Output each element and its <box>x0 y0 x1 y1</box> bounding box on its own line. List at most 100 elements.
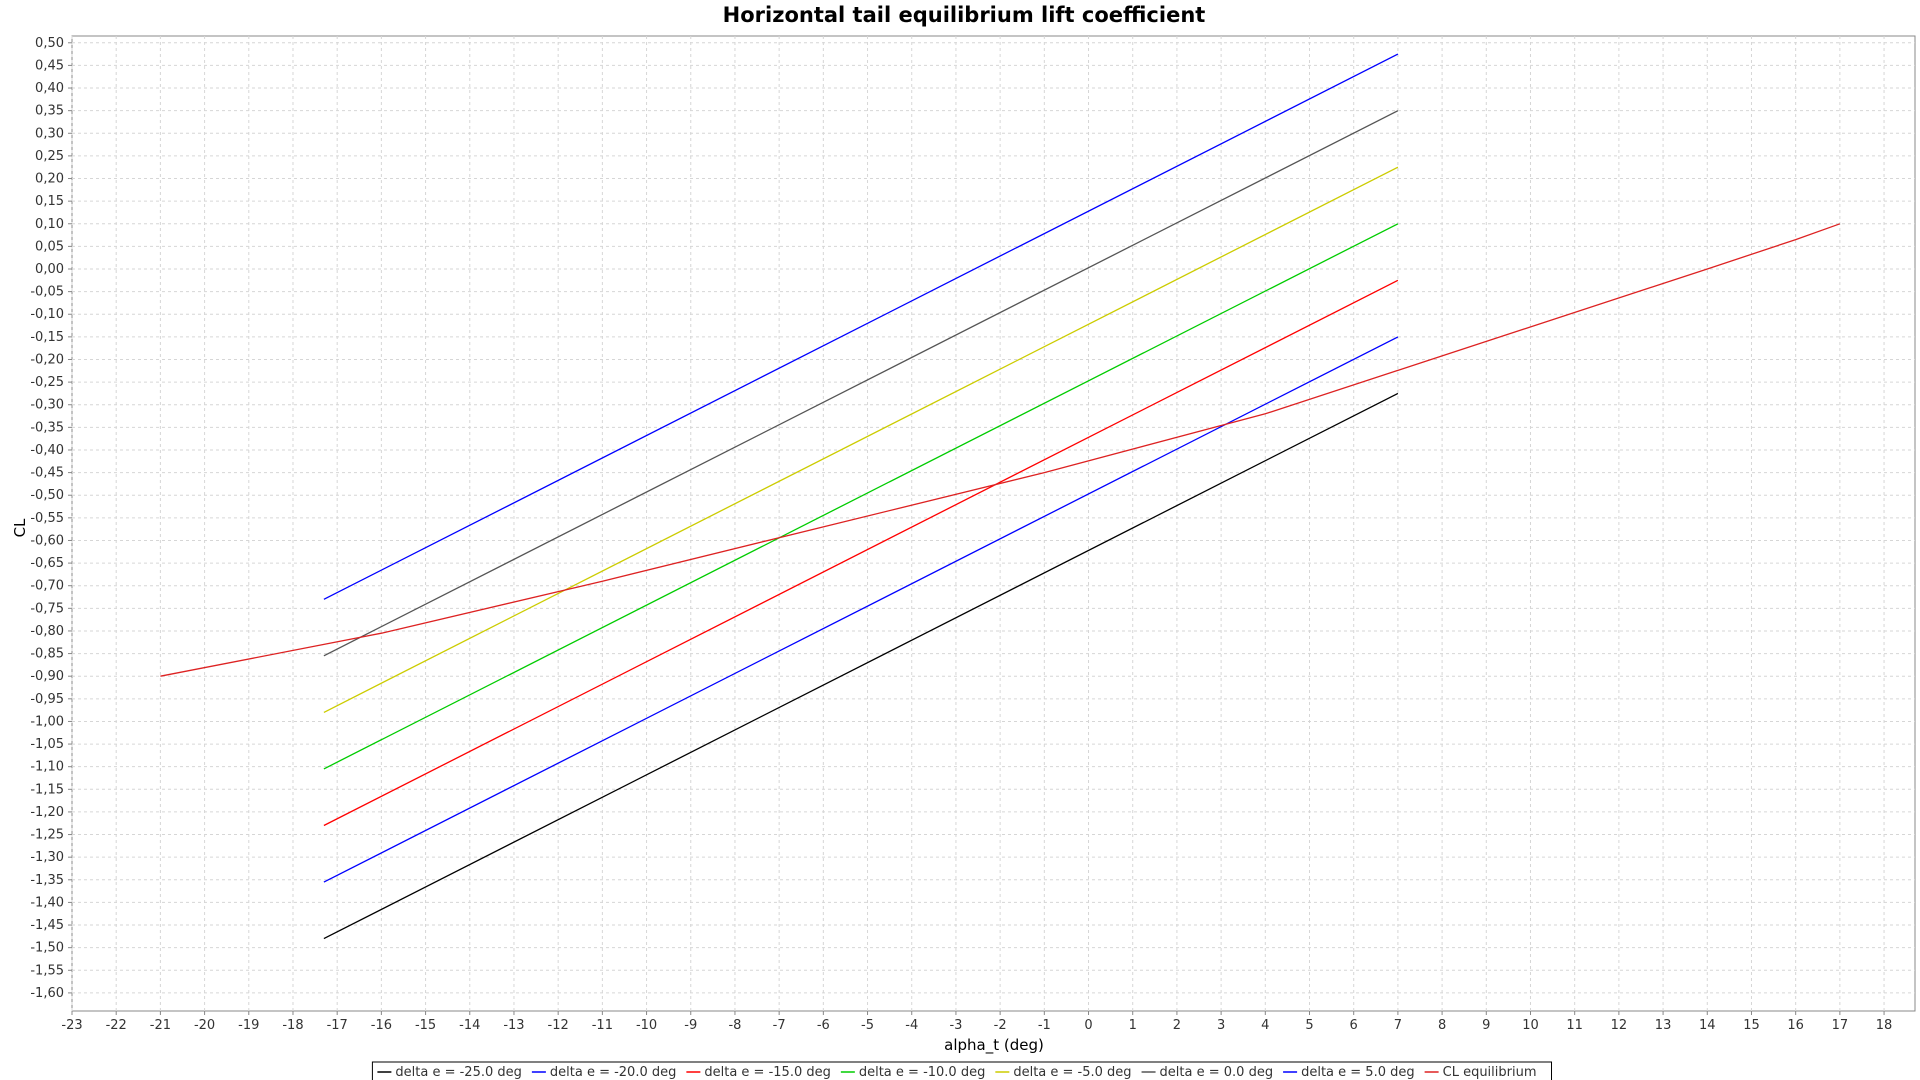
legend-label: delta e = 5.0 deg <box>1301 1065 1415 1080</box>
x-tick-label: -13 <box>503 1018 524 1033</box>
legend-box <box>371 1061 1553 1080</box>
x-tick-label: 12 <box>1611 1018 1628 1033</box>
x-tick-label: -8 <box>728 1018 741 1033</box>
y-tick-label: 0,20 <box>35 172 64 187</box>
legend-label: delta e = -5.0 deg <box>1013 1065 1131 1080</box>
y-tick-label: -0,40 <box>30 443 64 458</box>
x-tick-label: 9 <box>1482 1018 1490 1033</box>
legend-label: delta e = -20.0 deg <box>550 1065 676 1080</box>
y-tick-label: 0,50 <box>35 36 64 51</box>
x-tick-label: 8 <box>1438 1018 1446 1033</box>
series-lines <box>160 53 1841 940</box>
x-tick-label: -18 <box>282 1018 303 1033</box>
x-tick-label: 11 <box>1566 1018 1583 1033</box>
x-tick-label: 15 <box>1743 1018 1760 1033</box>
y-tick-label: -0,15 <box>30 330 64 345</box>
legend-label: delta e = -25.0 deg <box>395 1065 521 1080</box>
y-tick-label: -0,55 <box>30 511 64 526</box>
series-line-3 <box>323 223 1399 770</box>
x-tick-label: -23 <box>61 1018 82 1033</box>
y-tick-label: -1,20 <box>30 805 64 820</box>
x-tick-label: -12 <box>548 1018 569 1033</box>
x-tick-label: 3 <box>1217 1018 1225 1033</box>
y-tick-label: 0,30 <box>35 126 64 141</box>
x-tick-label: -9 <box>684 1018 697 1033</box>
x-tick-label: -3 <box>949 1018 962 1033</box>
series-line-4 <box>323 166 1399 713</box>
y-tick-label: -1,25 <box>30 828 64 843</box>
y-tick-label: -0,65 <box>30 556 64 571</box>
x-tick-label: 13 <box>1655 1018 1672 1033</box>
y-tick-label: -0,25 <box>30 375 64 390</box>
x-tick-label: 6 <box>1350 1018 1358 1033</box>
y-tick-label: -0,30 <box>30 398 64 413</box>
y-tick-label: 0,25 <box>35 149 64 164</box>
y-tick-label: -1,60 <box>30 986 64 1001</box>
x-tick-label: -1 <box>1038 1018 1051 1033</box>
legend-label: CL equilibrium <box>1443 1065 1537 1080</box>
y-tick-label: -0,95 <box>30 692 64 707</box>
y-tick-label: -0,90 <box>30 669 64 684</box>
series-line-7 <box>160 223 1841 677</box>
y-tick-label: -0,35 <box>30 420 64 435</box>
plot-area <box>71 35 1916 1012</box>
x-tick-label: -2 <box>994 1018 1007 1033</box>
y-tick-label: 0,45 <box>35 58 64 73</box>
y-tick-label: 0,35 <box>35 104 64 119</box>
y-tick-label: -1,35 <box>30 873 64 888</box>
x-tick-label: -21 <box>150 1018 171 1033</box>
series-line-0 <box>323 392 1399 940</box>
y-tick-label: -0,50 <box>30 488 64 503</box>
y-tick-label: 0,00 <box>35 262 64 277</box>
x-tick-label: 5 <box>1305 1018 1313 1033</box>
y-tick-label: -0,20 <box>30 352 64 367</box>
y-tick-label: 0,15 <box>35 194 64 209</box>
y-tick-label: -0,60 <box>30 533 64 548</box>
y-tick-label: -1,30 <box>30 850 64 865</box>
series-line-6 <box>323 53 1399 600</box>
series-line-2 <box>323 279 1399 827</box>
y-tick-label: -0,85 <box>30 647 64 662</box>
x-tick-label: -10 <box>636 1018 657 1033</box>
y-tick-label: -1,00 <box>30 714 64 729</box>
y-tick-label: -0,70 <box>30 579 64 594</box>
y-tick-label: -1,40 <box>30 895 64 910</box>
x-tick-label: -7 <box>773 1018 786 1033</box>
y-tick-label: -0,75 <box>30 601 64 616</box>
y-tick-label: -1,05 <box>30 737 64 752</box>
y-axis-label: CL <box>11 518 29 537</box>
grid <box>71 36 1915 1011</box>
y-tick-label: -0,80 <box>30 624 64 639</box>
y-tick-label: -0,05 <box>30 285 64 300</box>
x-tick-label: 14 <box>1699 1018 1716 1033</box>
y-tick-label: -0,10 <box>30 307 64 322</box>
x-tick-label: -14 <box>459 1018 480 1033</box>
y-tick-label: 0,10 <box>35 217 64 232</box>
legend: delta e = -25.0 deg delta e = -20.0 deg de… <box>371 1061 1553 1080</box>
chart-title: Horizontal tail equilibrium lift coeffic… <box>723 3 1206 27</box>
x-tick-label: -19 <box>238 1018 259 1033</box>
y-tick-label: -1,55 <box>30 963 64 978</box>
x-tick-label: 10 <box>1522 1018 1539 1033</box>
legend-label: delta e = 0.0 deg <box>1160 1065 1274 1080</box>
x-tick-label: -11 <box>592 1018 613 1033</box>
x-tick-label: 17 <box>1832 1018 1849 1033</box>
x-tick-label: -16 <box>371 1018 392 1033</box>
x-tick-label: 18 <box>1876 1018 1893 1033</box>
x-tick-label: -5 <box>861 1018 874 1033</box>
x-tick-label: -20 <box>194 1018 215 1033</box>
x-tick-label: -4 <box>905 1018 918 1033</box>
y-tick-label: -0,45 <box>30 466 64 481</box>
x-tick-label: 2 <box>1173 1018 1181 1033</box>
y-tick-label: -1,50 <box>30 941 64 956</box>
x-tick-label: -22 <box>106 1018 127 1033</box>
y-axis-ticks: 0,50 0,45 0,40 0,35 0,30 0,25 0,20 0,15 0,10 0,05… <box>30 36 72 1001</box>
y-tick-label: 0,05 <box>35 239 64 254</box>
x-tick-label: -15 <box>415 1018 436 1033</box>
x-tick-label: 16 <box>1787 1018 1804 1033</box>
legend-label: delta e = -15.0 deg <box>704 1065 830 1080</box>
x-axis-label: alpha_t (deg) <box>944 1036 1044 1055</box>
x-tick-label: -17 <box>327 1018 348 1033</box>
y-tick-label: -1,45 <box>30 918 64 933</box>
